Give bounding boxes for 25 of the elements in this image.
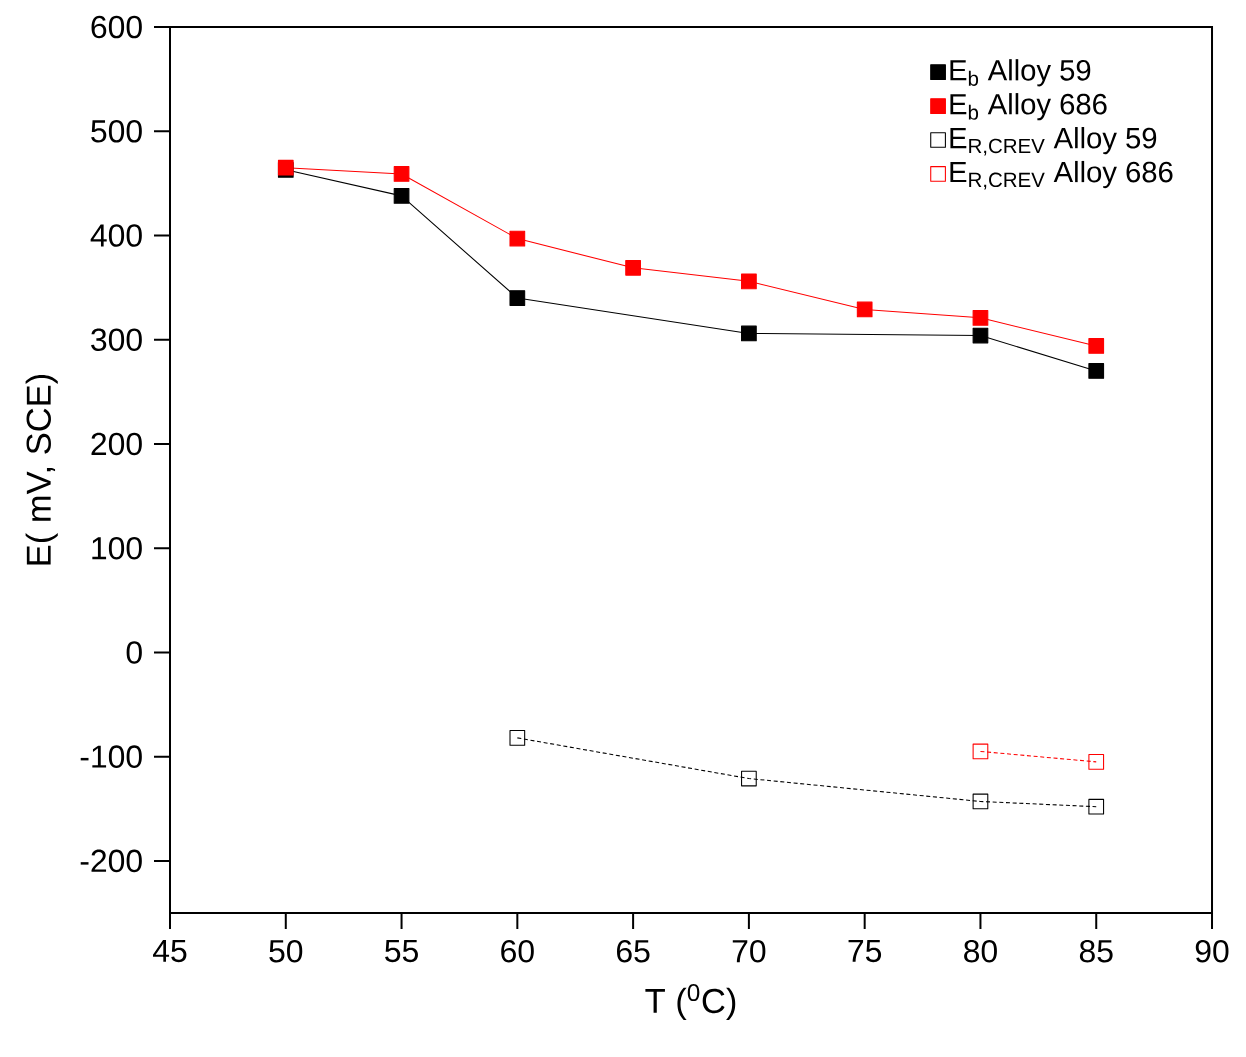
x-tick-label: 65 (617, 939, 650, 963)
legend-label: E$_{b}$ Alloy 59 (950, 59, 1091, 87)
legend-label: E$_{R,CREV}$ Alloy 59 (950, 127, 1157, 156)
x-tick-label: 55 (385, 939, 418, 963)
y-tick-label: 0 (126, 641, 142, 664)
legend-label: E$_{R,CREV}$ Alloy 686 (950, 160, 1173, 190)
x-tick-label: 45 (153, 939, 187, 963)
x-tick-label: 50 (269, 939, 303, 963)
y-tick-label: 100 (92, 536, 142, 560)
y-tick-label: 500 (91, 119, 142, 143)
x-tick-label: 60 (501, 939, 534, 963)
y-tick-label: 200 (91, 432, 142, 456)
y-tick-label: 600 (91, 15, 142, 39)
x-tick-label: 85 (1079, 939, 1113, 963)
legend-label: E$_{b}$ Alloy 686 (950, 93, 1107, 121)
x-tick-label: 80 (964, 939, 997, 963)
x-tick-label: 75 (848, 939, 882, 963)
y-axis-title: E( mV, SCE) (25, 374, 58, 565)
y-tick-label: -100 (80, 745, 142, 768)
y-tick-label: -200 (80, 849, 142, 873)
y-tick-label: 300 (91, 328, 142, 351)
x-axis-title: T ($^{0}$C) (645, 983, 736, 1020)
y-tick-label: 400 (90, 224, 142, 247)
x-tick-label: 90 (1195, 939, 1229, 963)
x-tick-label: 70 (732, 939, 766, 963)
